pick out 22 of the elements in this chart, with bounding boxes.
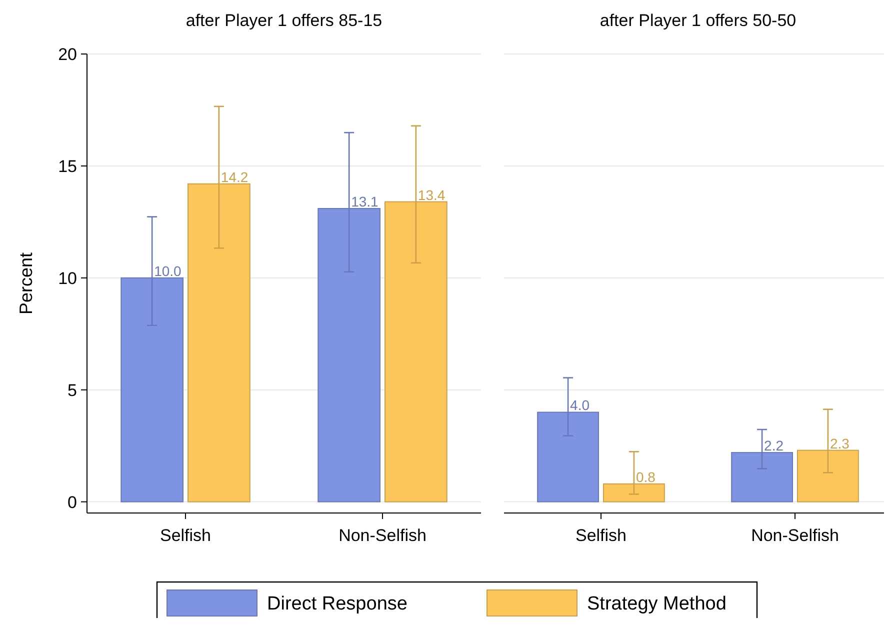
y-tick-label: 10 (58, 268, 77, 288)
x-tick-label: Non-Selfish (751, 526, 839, 545)
y-tick-label: 15 (58, 156, 77, 176)
data-label: 2.2 (764, 438, 784, 454)
data-label: 13.4 (418, 186, 446, 203)
x-tick-label: Non-Selfish (338, 526, 426, 545)
x-tick-label: Selfish (575, 526, 627, 545)
data-label: 0.8 (636, 468, 656, 485)
y-tick-label: 0 (68, 492, 77, 512)
legend-label: Direct Response (267, 594, 408, 615)
y-tick-label: 5 (68, 380, 77, 400)
chart-title: after Player 1 offers 85-15 (186, 11, 382, 30)
y-tick-label: 20 (58, 44, 77, 64)
x-tick-label: Selfish (160, 526, 212, 545)
data-label: 4.0 (570, 397, 590, 414)
data-label: 2.3 (830, 435, 850, 452)
data-label: 13.1 (351, 193, 379, 210)
data-label: 14.2 (220, 168, 248, 185)
legend-label: Strategy Method (587, 594, 726, 615)
y-axis-title: Percent (16, 252, 36, 315)
chart-title: after Player 1 offers 50-50 (600, 11, 796, 30)
data-label: 10.0 (154, 262, 182, 279)
